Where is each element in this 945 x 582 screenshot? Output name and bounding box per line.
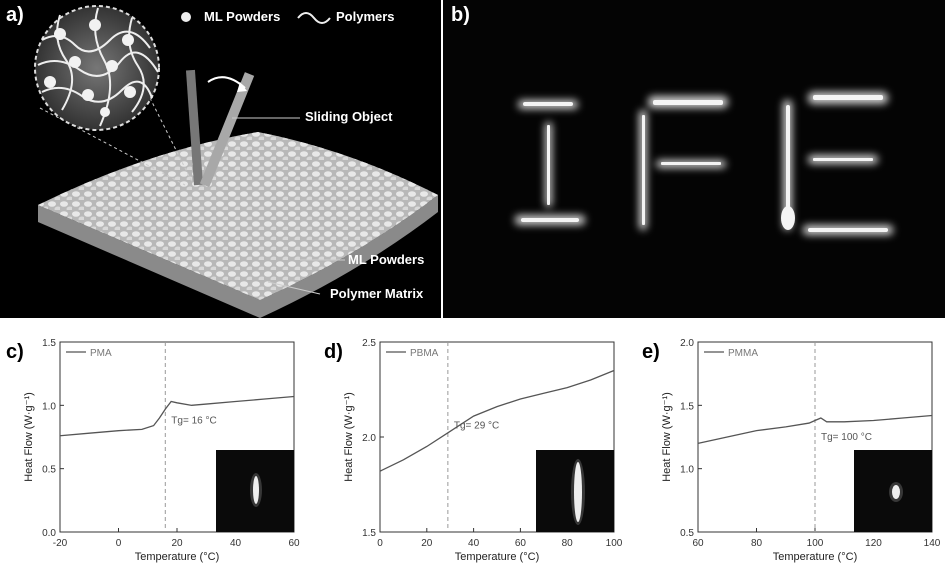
- panel-label-b: b): [451, 4, 470, 26]
- x-tick-label: 100: [807, 538, 824, 549]
- chart-c: c) -20 0 20 40 60 0.0 0.5 1.0 1.5 Temperature (°C)…: [0, 330, 310, 577]
- x-tick-label: 20: [421, 538, 433, 549]
- legend-powders-text: ML Powders: [204, 9, 281, 24]
- panel-label: d): [324, 341, 343, 363]
- y-axis-label: Heat Flow (W·g⁻¹): [661, 392, 673, 482]
- callout-line-matrix: [267, 281, 321, 295]
- tg-label: Tg= 16 °C: [171, 416, 216, 427]
- y-tick-label: 0.5: [680, 528, 694, 539]
- panel-a: a) ML Powders Polymers Sliding Object ML…: [0, 0, 441, 318]
- legend-label: PBMA: [410, 348, 439, 359]
- x-tick-label: 0: [116, 538, 122, 549]
- x-tick-label: 20: [171, 538, 183, 549]
- panel-label-a: a): [6, 4, 24, 26]
- x-tick-label: 40: [468, 538, 480, 549]
- y-axis-label: Heat Flow (W·g⁻¹): [343, 392, 355, 482]
- zoom-guide-line: [149, 97, 193, 183]
- x-tick-label: 140: [924, 538, 941, 549]
- series-line: [59, 395, 295, 437]
- inset-glow-core: [253, 476, 259, 504]
- legend-polymer-wave: [297, 12, 331, 24]
- y-axis-label: Heat Flow (W·g⁻¹): [23, 392, 35, 482]
- y-tick-label: 1.5: [42, 338, 56, 349]
- x-tick-label: 40: [230, 538, 242, 549]
- panel-a-schematic: [34, 5, 438, 318]
- y-tick-label: 1.5: [362, 528, 376, 539]
- powder-particles-zoom: [44, 19, 136, 117]
- legend-label: PMMA: [728, 348, 758, 359]
- tg-label: Tg= 100 °C: [821, 432, 872, 443]
- matrix-slab-side: [38, 195, 438, 318]
- callout-ml-powders: ML Powders: [348, 252, 425, 267]
- x-axis-label: Temperature (°C): [773, 551, 857, 563]
- x-axis-label: Temperature (°C): [135, 551, 219, 563]
- x-tick-label: -20: [53, 538, 68, 549]
- series-line: [697, 414, 933, 444]
- glowing-letter-cores: [521, 95, 888, 232]
- chart-c-svg: c) -20 0 20 40 60 0.0 0.5 1.0 1.5 Temperature (°C)…: [6, 338, 300, 563]
- x-tick-label: 80: [562, 538, 574, 549]
- callout-polymer-matrix: Polymer Matrix: [330, 286, 424, 301]
- inset-glow-core: [892, 485, 900, 499]
- x-tick-label: 120: [865, 538, 882, 549]
- chart-e-svg: e) 60 80 100 120 140 0.5 1.0 1.5 2.0 Temperature (…: [642, 338, 941, 563]
- y-tick-label: 0.5: [42, 465, 56, 476]
- panel-b-glow-photo: [515, 92, 893, 235]
- sliding-object-icon: [185, 69, 255, 188]
- panel-b: b): [443, 0, 945, 318]
- legend-polymers-text: Polymers: [336, 9, 395, 24]
- y-tick-label: 2.0: [362, 433, 376, 444]
- x-tick-label: 0: [377, 538, 383, 549]
- x-tick-label: 60: [515, 538, 527, 549]
- chart-d-svg: d) 0 20 40 60 80 100 1.5 2.0 2.5 Temperature (°C) H…: [324, 338, 623, 563]
- y-tick-label: 2.5: [362, 338, 376, 349]
- panel-label: c): [6, 341, 24, 363]
- x-axis-label: Temperature (°C): [455, 551, 539, 563]
- y-tick-label: 2.0: [680, 338, 694, 349]
- y-tick-label: 1.5: [680, 401, 694, 412]
- callout-sliding-object: Sliding Object: [305, 109, 393, 124]
- x-tick-label: 80: [751, 538, 763, 549]
- x-tick-label: 60: [288, 538, 300, 549]
- legend-powder-dot: [181, 12, 191, 22]
- chart-d: d) 0 20 40 60 80 100 1.5 2.0 2.5 Temperature (°C) H…: [318, 330, 628, 577]
- tg-label: Tg= 29 °C: [454, 421, 499, 432]
- y-tick-label: 1.0: [42, 401, 56, 412]
- x-tick-label: 100: [606, 538, 623, 549]
- powder-dots: [38, 132, 438, 300]
- inset-glow-core: [574, 462, 582, 522]
- series-line: [379, 369, 615, 472]
- x-tick-label: 60: [692, 538, 704, 549]
- y-tick-label: 0.0: [42, 528, 56, 539]
- legend-label: PMA: [90, 348, 112, 359]
- chart-e: e) 60 80 100 120 140 0.5 1.0 1.5 2.0 Temperature (…: [636, 330, 945, 577]
- panel-label: e): [642, 341, 660, 363]
- y-tick-label: 1.0: [680, 465, 694, 476]
- motion-arrowhead: [237, 82, 247, 92]
